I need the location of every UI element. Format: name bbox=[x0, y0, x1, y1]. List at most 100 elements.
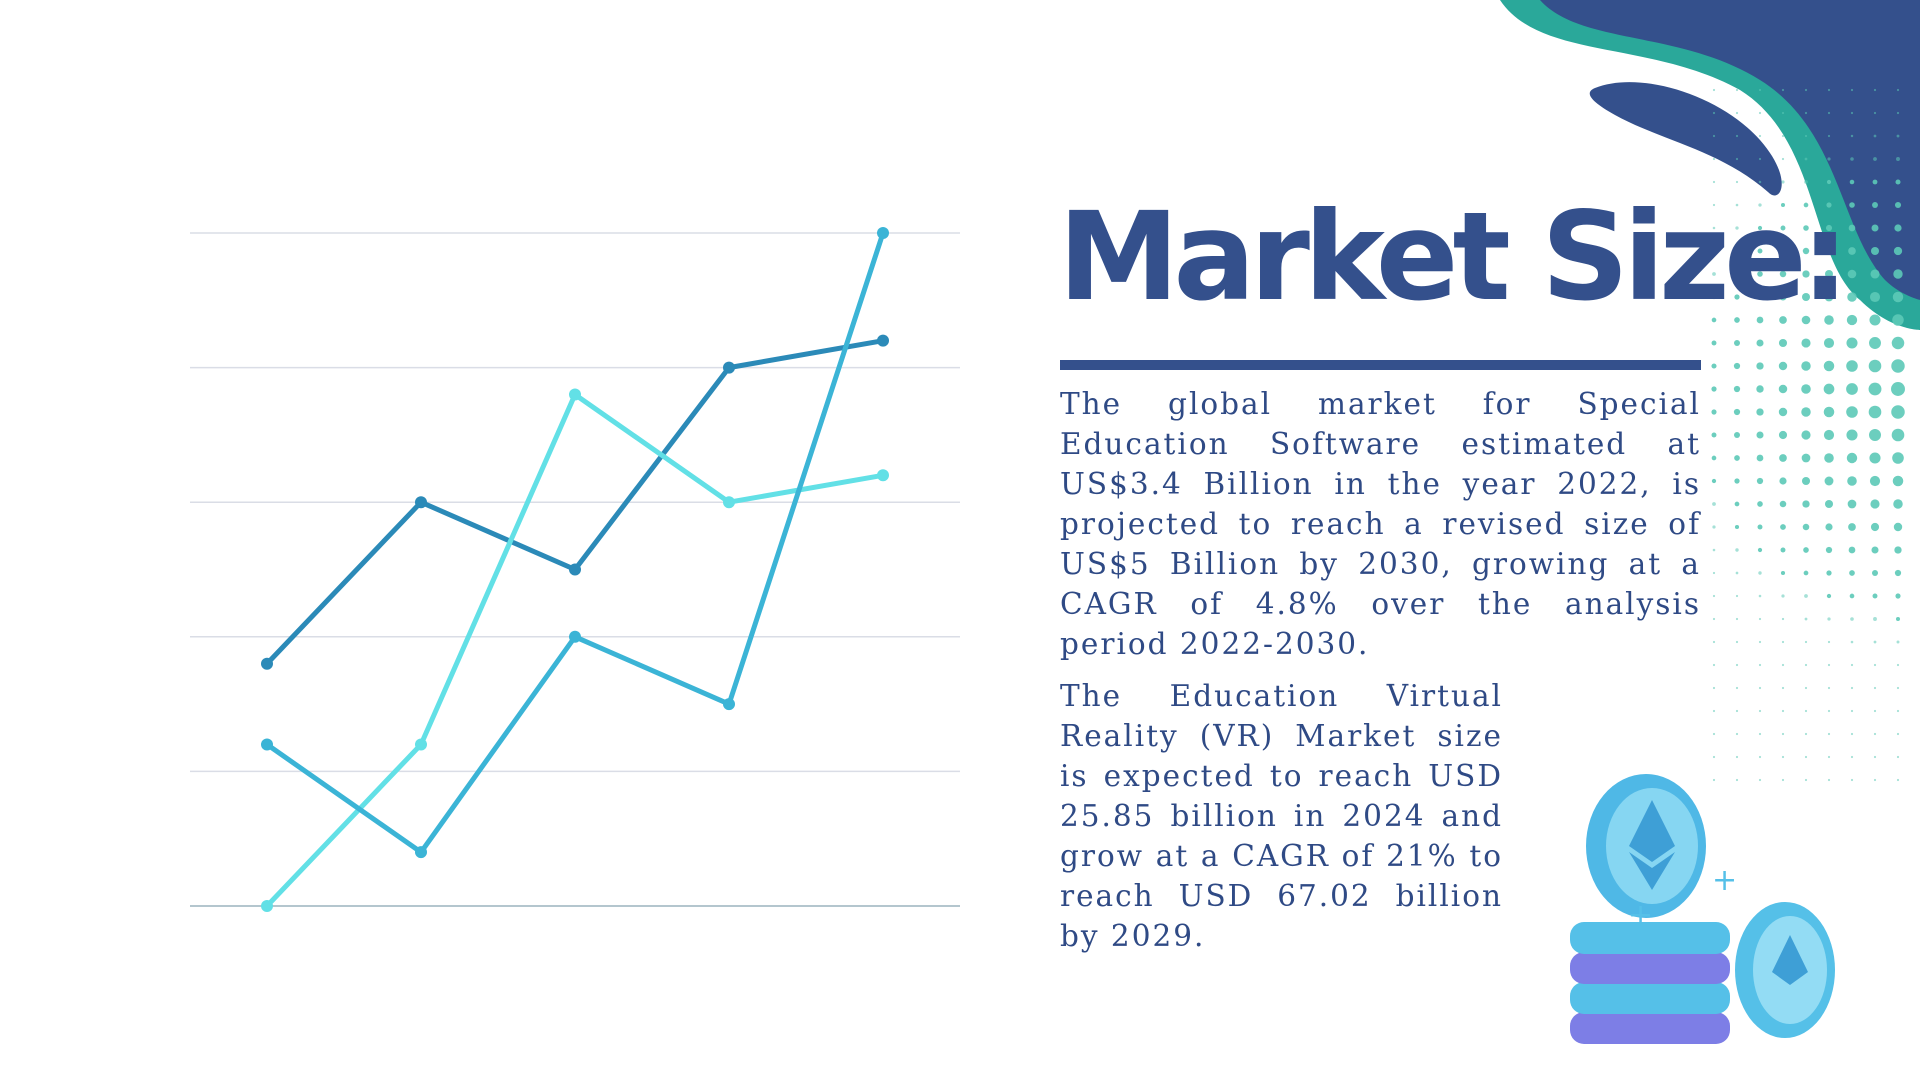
halftone-dot bbox=[1891, 359, 1905, 373]
halftone-dot bbox=[1735, 663, 1739, 667]
halftone-dot bbox=[1850, 755, 1854, 759]
halftone-dot bbox=[1712, 502, 1716, 506]
halftone-dot bbox=[1824, 476, 1834, 486]
halftone-dot bbox=[1823, 383, 1835, 395]
halftone-dot bbox=[1733, 408, 1741, 416]
halftone-dot bbox=[1712, 686, 1716, 690]
halftone-dot bbox=[1896, 88, 1900, 92]
data-point-s3-1 bbox=[261, 738, 273, 751]
halftone-dot bbox=[1780, 524, 1786, 530]
halftone-dot bbox=[1756, 339, 1764, 347]
coin-standing-back-face bbox=[1606, 788, 1698, 904]
halftone-dot bbox=[1735, 686, 1739, 690]
halftone-dot bbox=[1826, 179, 1832, 185]
halftone-dot bbox=[1896, 732, 1900, 736]
halftone-dot bbox=[1803, 547, 1809, 553]
halftone-dot bbox=[1827, 709, 1831, 713]
halftone-dot bbox=[1847, 476, 1857, 486]
halftone-dot bbox=[1758, 663, 1762, 667]
halftone-dot bbox=[1779, 500, 1787, 508]
halftone-dot bbox=[1711, 455, 1717, 461]
halftone-dot bbox=[1712, 525, 1716, 529]
halftone-dot bbox=[1827, 88, 1831, 92]
halftone-dot bbox=[1756, 362, 1764, 370]
line-chart bbox=[190, 227, 960, 912]
halftone-dot bbox=[1735, 640, 1739, 644]
halftone-dot bbox=[1804, 594, 1808, 598]
halftone-dot bbox=[1896, 157, 1900, 161]
halftone-dot bbox=[1873, 709, 1877, 713]
halftone-dot bbox=[1735, 778, 1739, 782]
halftone-dot bbox=[1891, 405, 1905, 419]
halftone-dot bbox=[1827, 778, 1831, 782]
halftone-dot bbox=[1892, 452, 1904, 464]
chart-gridlines bbox=[190, 232, 960, 907]
halftone-dot bbox=[1823, 360, 1835, 372]
halftone-dot bbox=[1823, 406, 1835, 418]
halftone-dot bbox=[1826, 593, 1832, 599]
halftone-dot bbox=[1712, 111, 1716, 115]
halftone-dot bbox=[1758, 111, 1762, 115]
halftone-dot bbox=[1846, 406, 1858, 418]
data-point-s1-5 bbox=[877, 334, 889, 347]
halftone-dot bbox=[1846, 452, 1858, 464]
halftone-dot bbox=[1873, 755, 1877, 759]
halftone-dot bbox=[1847, 499, 1857, 509]
halftone-dot bbox=[1850, 157, 1854, 161]
halftone-dot bbox=[1781, 686, 1785, 690]
halftone-dot bbox=[1893, 269, 1903, 279]
halftone-dot bbox=[1873, 778, 1877, 782]
halftone-dot bbox=[1801, 338, 1811, 348]
halftone-dot bbox=[1711, 340, 1717, 346]
halftone-dot bbox=[1758, 180, 1762, 184]
halftone-dot bbox=[1778, 430, 1788, 440]
halftone-dot bbox=[1758, 88, 1762, 92]
halftone-dot bbox=[1896, 686, 1900, 690]
coin-standing-front-face bbox=[1753, 916, 1827, 1024]
halftone-dot bbox=[1758, 709, 1762, 713]
halftone-dot bbox=[1849, 570, 1855, 576]
halftone-dot bbox=[1758, 594, 1762, 598]
data-point-s2-1 bbox=[261, 900, 273, 912]
halftone-dot bbox=[1802, 500, 1810, 508]
coin-layer bbox=[1570, 982, 1730, 1014]
halftone-dot bbox=[1781, 709, 1785, 713]
halftone-dot bbox=[1824, 453, 1834, 463]
halftone-dot bbox=[1712, 134, 1716, 138]
ethereum-glyph bbox=[1629, 800, 1675, 862]
halftone-dot bbox=[1824, 499, 1834, 509]
halftone-dot bbox=[1804, 88, 1808, 92]
halftone-dot bbox=[1869, 429, 1881, 441]
halftone-dot bbox=[1894, 546, 1902, 554]
coin-standing-front bbox=[1735, 902, 1835, 1038]
halftone-dot bbox=[1827, 157, 1831, 161]
data-point-s2-2 bbox=[415, 738, 427, 751]
halftone-dot bbox=[1848, 224, 1856, 232]
data-point-s1-2 bbox=[415, 496, 427, 509]
halftone-dot bbox=[1847, 269, 1857, 279]
halftone-dot bbox=[1869, 475, 1881, 487]
halftone-dot bbox=[1756, 431, 1764, 439]
halftone-dot bbox=[1891, 382, 1905, 396]
halftone-dot bbox=[1733, 385, 1741, 393]
halftone-dot bbox=[1804, 157, 1808, 161]
halftone-dot bbox=[1735, 111, 1739, 115]
halftone-dot bbox=[1735, 548, 1739, 552]
halftone-dot bbox=[1779, 477, 1787, 485]
halftone-dot bbox=[1823, 337, 1835, 349]
halftone-dot bbox=[1893, 499, 1903, 509]
halftone-dot bbox=[1757, 501, 1763, 507]
halftone-dot bbox=[1758, 755, 1762, 759]
halftone-dot bbox=[1778, 361, 1788, 371]
halftone-dot bbox=[1868, 382, 1882, 396]
halftone-dot bbox=[1873, 134, 1877, 138]
halftone-dot bbox=[1891, 428, 1905, 442]
halftone-dot bbox=[1804, 709, 1808, 713]
halftone-dot bbox=[1871, 224, 1879, 232]
halftone-dot bbox=[1758, 134, 1762, 138]
halftone-dot bbox=[1870, 522, 1880, 532]
paragraph-special-education: The global market for Special Education … bbox=[1060, 387, 1701, 661]
halftone-dot bbox=[1870, 269, 1880, 279]
halftone-dot bbox=[1781, 134, 1785, 138]
halftone-dot bbox=[1892, 291, 1904, 303]
